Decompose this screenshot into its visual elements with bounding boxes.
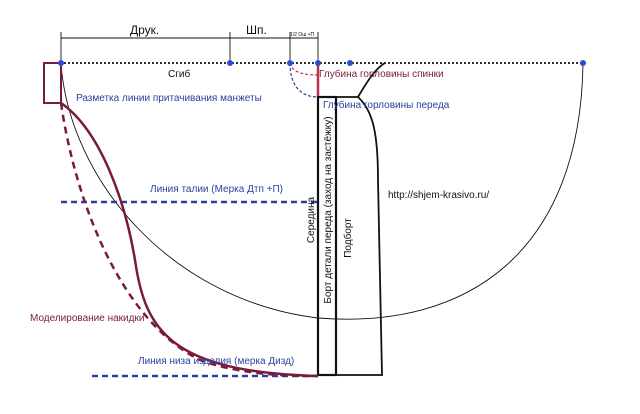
top-dimension-line xyxy=(60,32,319,60)
cape-dashed-curve xyxy=(59,102,319,378)
label-center: Середина xyxy=(306,196,317,243)
label-back-neck-depth: Глубина горловины спинки xyxy=(319,68,444,80)
label-cuff-line: Разметка линии притачивания манжеты xyxy=(76,93,262,104)
front-neck-curve xyxy=(289,62,319,98)
label-front-neck-depth: Глубина горловины переда xyxy=(323,99,450,111)
cuff-rect xyxy=(43,62,62,104)
label-facing: Подборт xyxy=(342,218,354,258)
label-front-edge: Борт детали переда (заход на застёжку) xyxy=(323,116,334,303)
front-edge-rect xyxy=(316,95,338,377)
label-small-measure: 1/2 Ош +П xyxy=(290,32,315,38)
facing-top-curve xyxy=(357,62,386,98)
label-hem-line: Линия низа изделия (мерка Дизд) xyxy=(138,356,294,367)
label-cape-modeling: Моделирование накидки xyxy=(30,313,144,324)
marker-dots xyxy=(58,60,586,66)
facing-outline xyxy=(336,96,383,376)
label-shp: Шп. xyxy=(246,23,267,37)
label-url: http://shjem-krasivo.ru/ xyxy=(388,190,489,201)
cape-solid-curve xyxy=(60,101,319,378)
label-waist-line: Линия талии (Мерка Дтп +П) xyxy=(150,184,283,195)
back-neck-curve xyxy=(289,62,319,76)
label-fold: Сгиб xyxy=(168,68,190,80)
label-druk: Друк. xyxy=(130,23,159,37)
